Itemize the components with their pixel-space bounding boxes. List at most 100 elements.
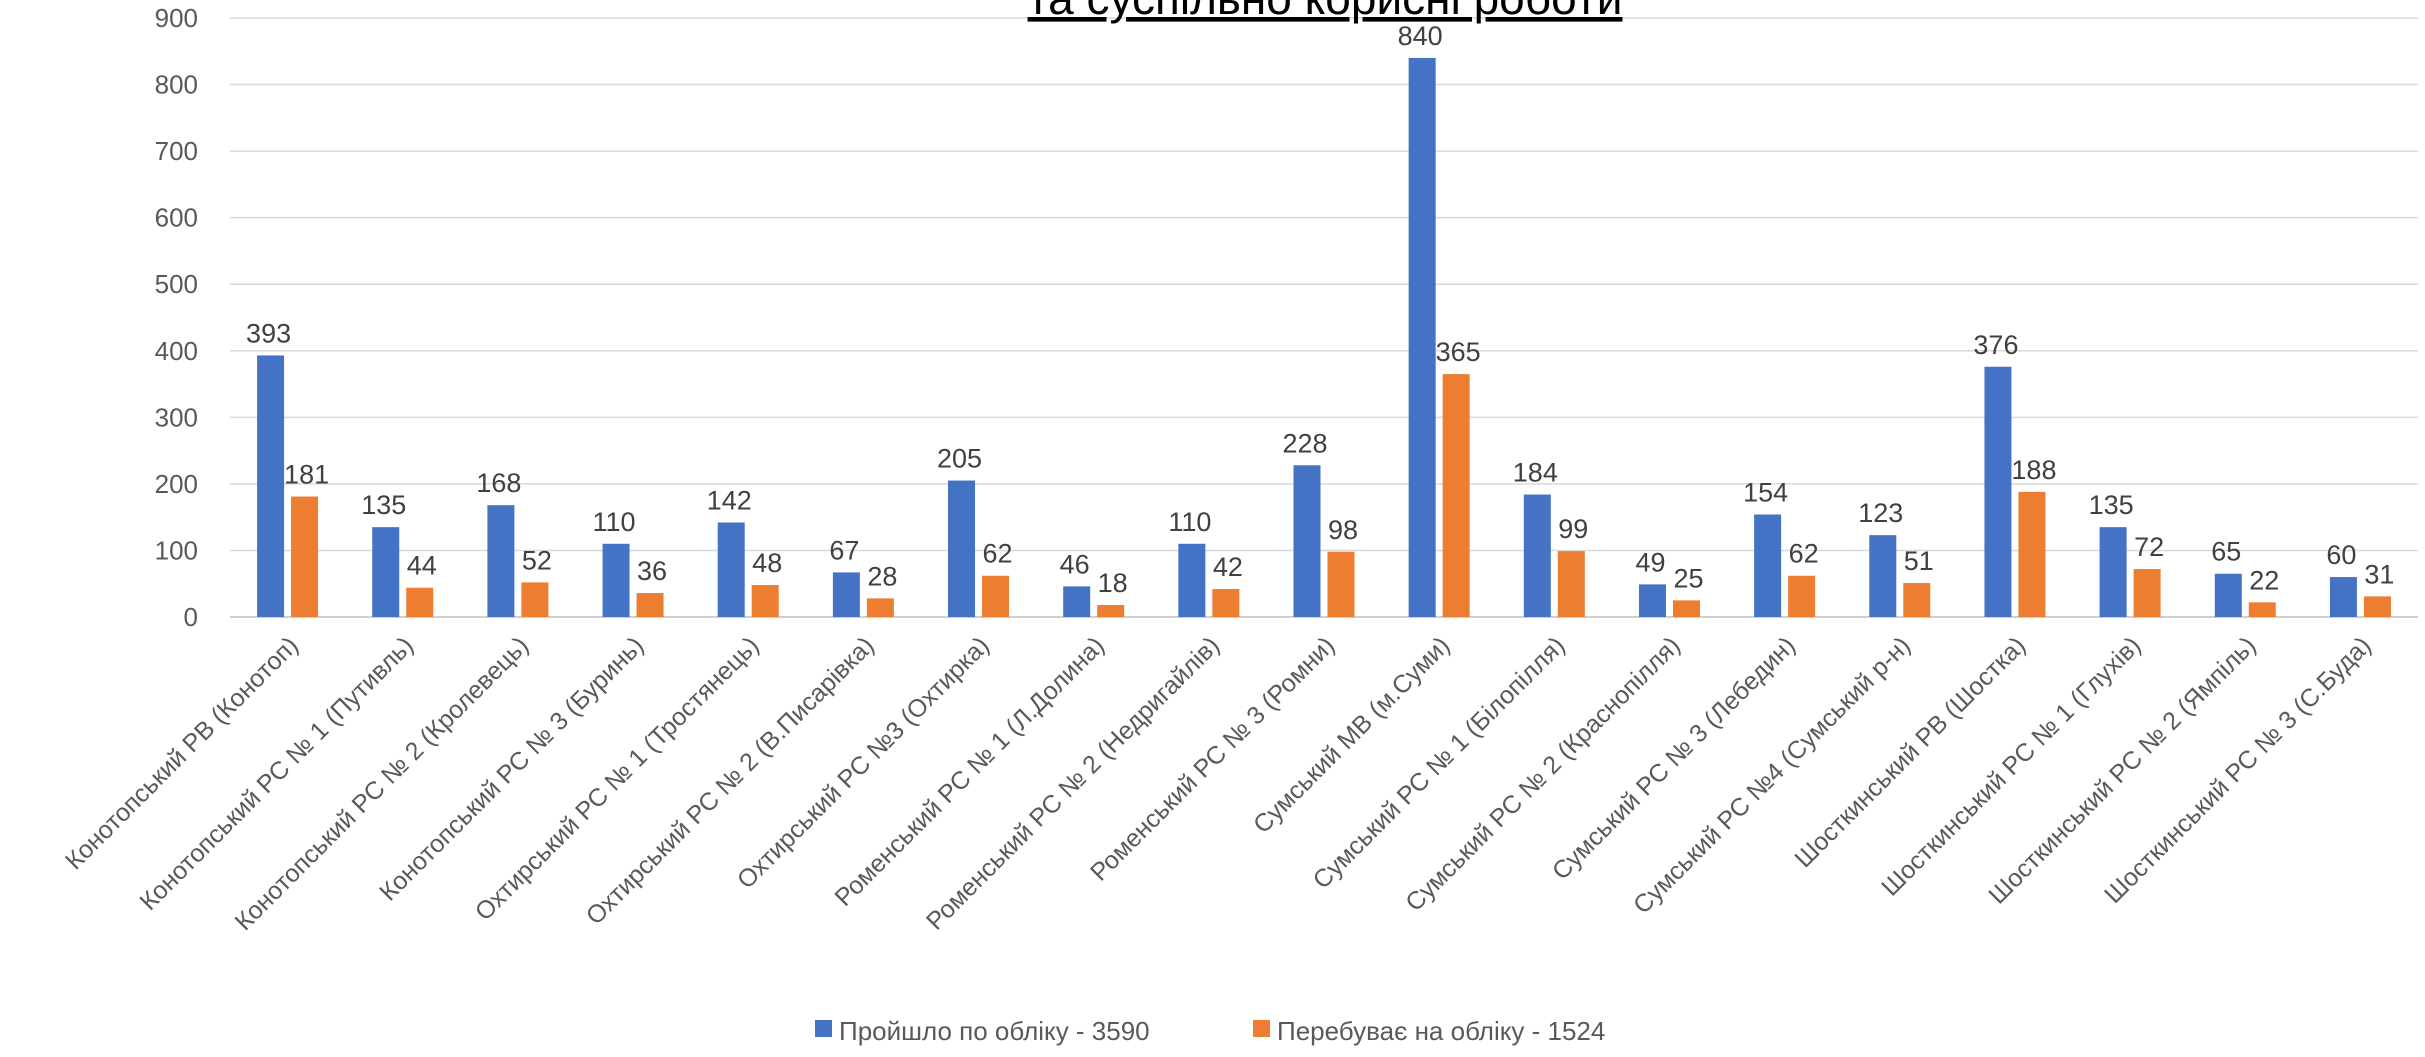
bar-series-1 bbox=[833, 572, 860, 617]
y-tick-label: 500 bbox=[155, 269, 198, 299]
bar-series-1 bbox=[2330, 577, 2357, 617]
bar-series-1 bbox=[1984, 367, 2011, 617]
bar-series-2 bbox=[1558, 551, 1585, 617]
legend-label: Перебуває на обліку - 1524 bbox=[1277, 1016, 1605, 1046]
bar-series-1 bbox=[1409, 58, 1436, 617]
x-tick-label: Сумський МВ (м.Суми) bbox=[1248, 631, 1456, 839]
bar-series-1 bbox=[257, 355, 284, 617]
data-label: 181 bbox=[284, 460, 329, 490]
bar-series-2 bbox=[521, 582, 548, 617]
bar-series-2 bbox=[2134, 569, 2161, 617]
bar-series-1 bbox=[603, 544, 630, 617]
data-label: 393 bbox=[246, 318, 291, 348]
y-tick-label: 900 bbox=[155, 3, 198, 33]
bar-series-1 bbox=[1754, 515, 1781, 617]
data-label: 62 bbox=[983, 539, 1013, 569]
bar-series-2 bbox=[1212, 589, 1239, 617]
data-label: 46 bbox=[1060, 549, 1090, 579]
y-tick-label: 200 bbox=[155, 469, 198, 499]
bar-series-1 bbox=[1639, 584, 1666, 617]
data-label: 28 bbox=[867, 561, 897, 591]
data-label: 44 bbox=[407, 551, 437, 581]
data-label: 51 bbox=[1904, 546, 1934, 576]
data-label: 72 bbox=[2134, 532, 2164, 562]
data-label: 98 bbox=[1328, 515, 1358, 545]
data-label: 184 bbox=[1513, 458, 1558, 488]
y-tick-label: 100 bbox=[155, 535, 198, 565]
data-label: 110 bbox=[593, 507, 636, 537]
data-label: 188 bbox=[2011, 455, 2056, 485]
data-label: 205 bbox=[937, 444, 982, 474]
data-label: 36 bbox=[637, 556, 667, 586]
data-label: 99 bbox=[1558, 514, 1588, 544]
bar-series-2 bbox=[752, 585, 779, 617]
x-tick-label: Конотопський РВ (Конотоп) bbox=[60, 631, 304, 875]
data-label: 135 bbox=[361, 490, 406, 520]
data-label: 42 bbox=[1213, 552, 1243, 582]
bar-series-2 bbox=[637, 593, 664, 617]
bar-series-2 bbox=[1788, 576, 1815, 617]
data-label: 67 bbox=[829, 535, 859, 565]
data-label: 840 bbox=[1398, 21, 1443, 51]
legend-swatch bbox=[1253, 1020, 1270, 1037]
bar-series-1 bbox=[718, 522, 745, 617]
chart-title: та суспільно корисні роботи bbox=[1028, 0, 1623, 24]
data-label: 62 bbox=[1789, 539, 1819, 569]
legend-label: Пройшло по обліку - 3590 bbox=[839, 1016, 1150, 1046]
bar-series-1 bbox=[1869, 535, 1896, 617]
data-label: 123 bbox=[1858, 498, 1903, 528]
y-axis: 0 100 200 300 400 500 600 700 800 900 bbox=[155, 3, 198, 632]
bar-series-2 bbox=[2018, 492, 2045, 617]
bar-series-1 bbox=[1524, 495, 1551, 617]
x-tick-label: Сумський РС № 1 (Білопілля) bbox=[1308, 631, 1571, 894]
bar-series-2 bbox=[2364, 596, 2391, 617]
x-tick-label: Шосткинський РВ (Шостка) bbox=[1789, 631, 2031, 873]
data-label: 376 bbox=[1973, 330, 2018, 360]
bar-series-1 bbox=[2215, 574, 2242, 617]
bar-series-1 bbox=[1294, 465, 1321, 617]
x-tick-label: Охтирський РС №3 (Охтирка) bbox=[732, 631, 995, 894]
bar-series-2 bbox=[1097, 605, 1124, 617]
data-label: 168 bbox=[476, 468, 521, 498]
x-axis: Конотопський РВ (Конотоп)Конотопський РС… bbox=[60, 631, 2377, 936]
data-label: 228 bbox=[1282, 428, 1327, 458]
bar-series-2 bbox=[867, 598, 894, 617]
bar-series-2 bbox=[2249, 602, 2276, 617]
legend: Пройшло по обліку - 3590 Перебуває на обл… bbox=[815, 1016, 1605, 1046]
data-label: 135 bbox=[2089, 490, 2134, 520]
bar-series-2 bbox=[291, 497, 318, 617]
data-label: 110 bbox=[1168, 507, 1211, 537]
bars bbox=[257, 58, 2391, 617]
data-label: 18 bbox=[1098, 568, 1128, 598]
bar-series-1 bbox=[1063, 586, 1090, 617]
data-label: 154 bbox=[1743, 478, 1788, 508]
bar-series-2 bbox=[1903, 583, 1930, 617]
data-label: 31 bbox=[2364, 559, 2394, 589]
bar-series-1 bbox=[1178, 544, 1205, 617]
data-label: 25 bbox=[1673, 563, 1703, 593]
x-tick-label: Сумський РС № 3 (Лебедин) bbox=[1547, 631, 1801, 885]
data-label: 60 bbox=[2326, 540, 2356, 570]
data-label: 52 bbox=[522, 545, 552, 575]
bar-series-2 bbox=[1443, 374, 1470, 617]
legend-swatch bbox=[815, 1020, 832, 1037]
y-tick-label: 300 bbox=[155, 402, 198, 432]
bar-series-2 bbox=[1328, 552, 1355, 617]
bar-series-2 bbox=[982, 576, 1009, 617]
data-label: 142 bbox=[707, 485, 752, 515]
data-label: 65 bbox=[2211, 537, 2241, 567]
bar-series-2 bbox=[406, 588, 433, 617]
bar-series-1 bbox=[372, 527, 399, 617]
bar-series-2 bbox=[1673, 600, 1700, 617]
y-tick-label: 600 bbox=[155, 203, 198, 233]
y-tick-label: 800 bbox=[155, 70, 198, 100]
bar-series-1 bbox=[2100, 527, 2127, 617]
bar-series-1 bbox=[487, 505, 514, 617]
data-label: 22 bbox=[2249, 565, 2279, 595]
y-tick-label: 0 bbox=[184, 602, 198, 632]
x-tick-label: Роменський РС № 3 (Ромни) bbox=[1085, 631, 1340, 886]
data-label: 365 bbox=[1436, 337, 1481, 367]
y-tick-label: 400 bbox=[155, 336, 198, 366]
bar-series-1 bbox=[948, 481, 975, 617]
